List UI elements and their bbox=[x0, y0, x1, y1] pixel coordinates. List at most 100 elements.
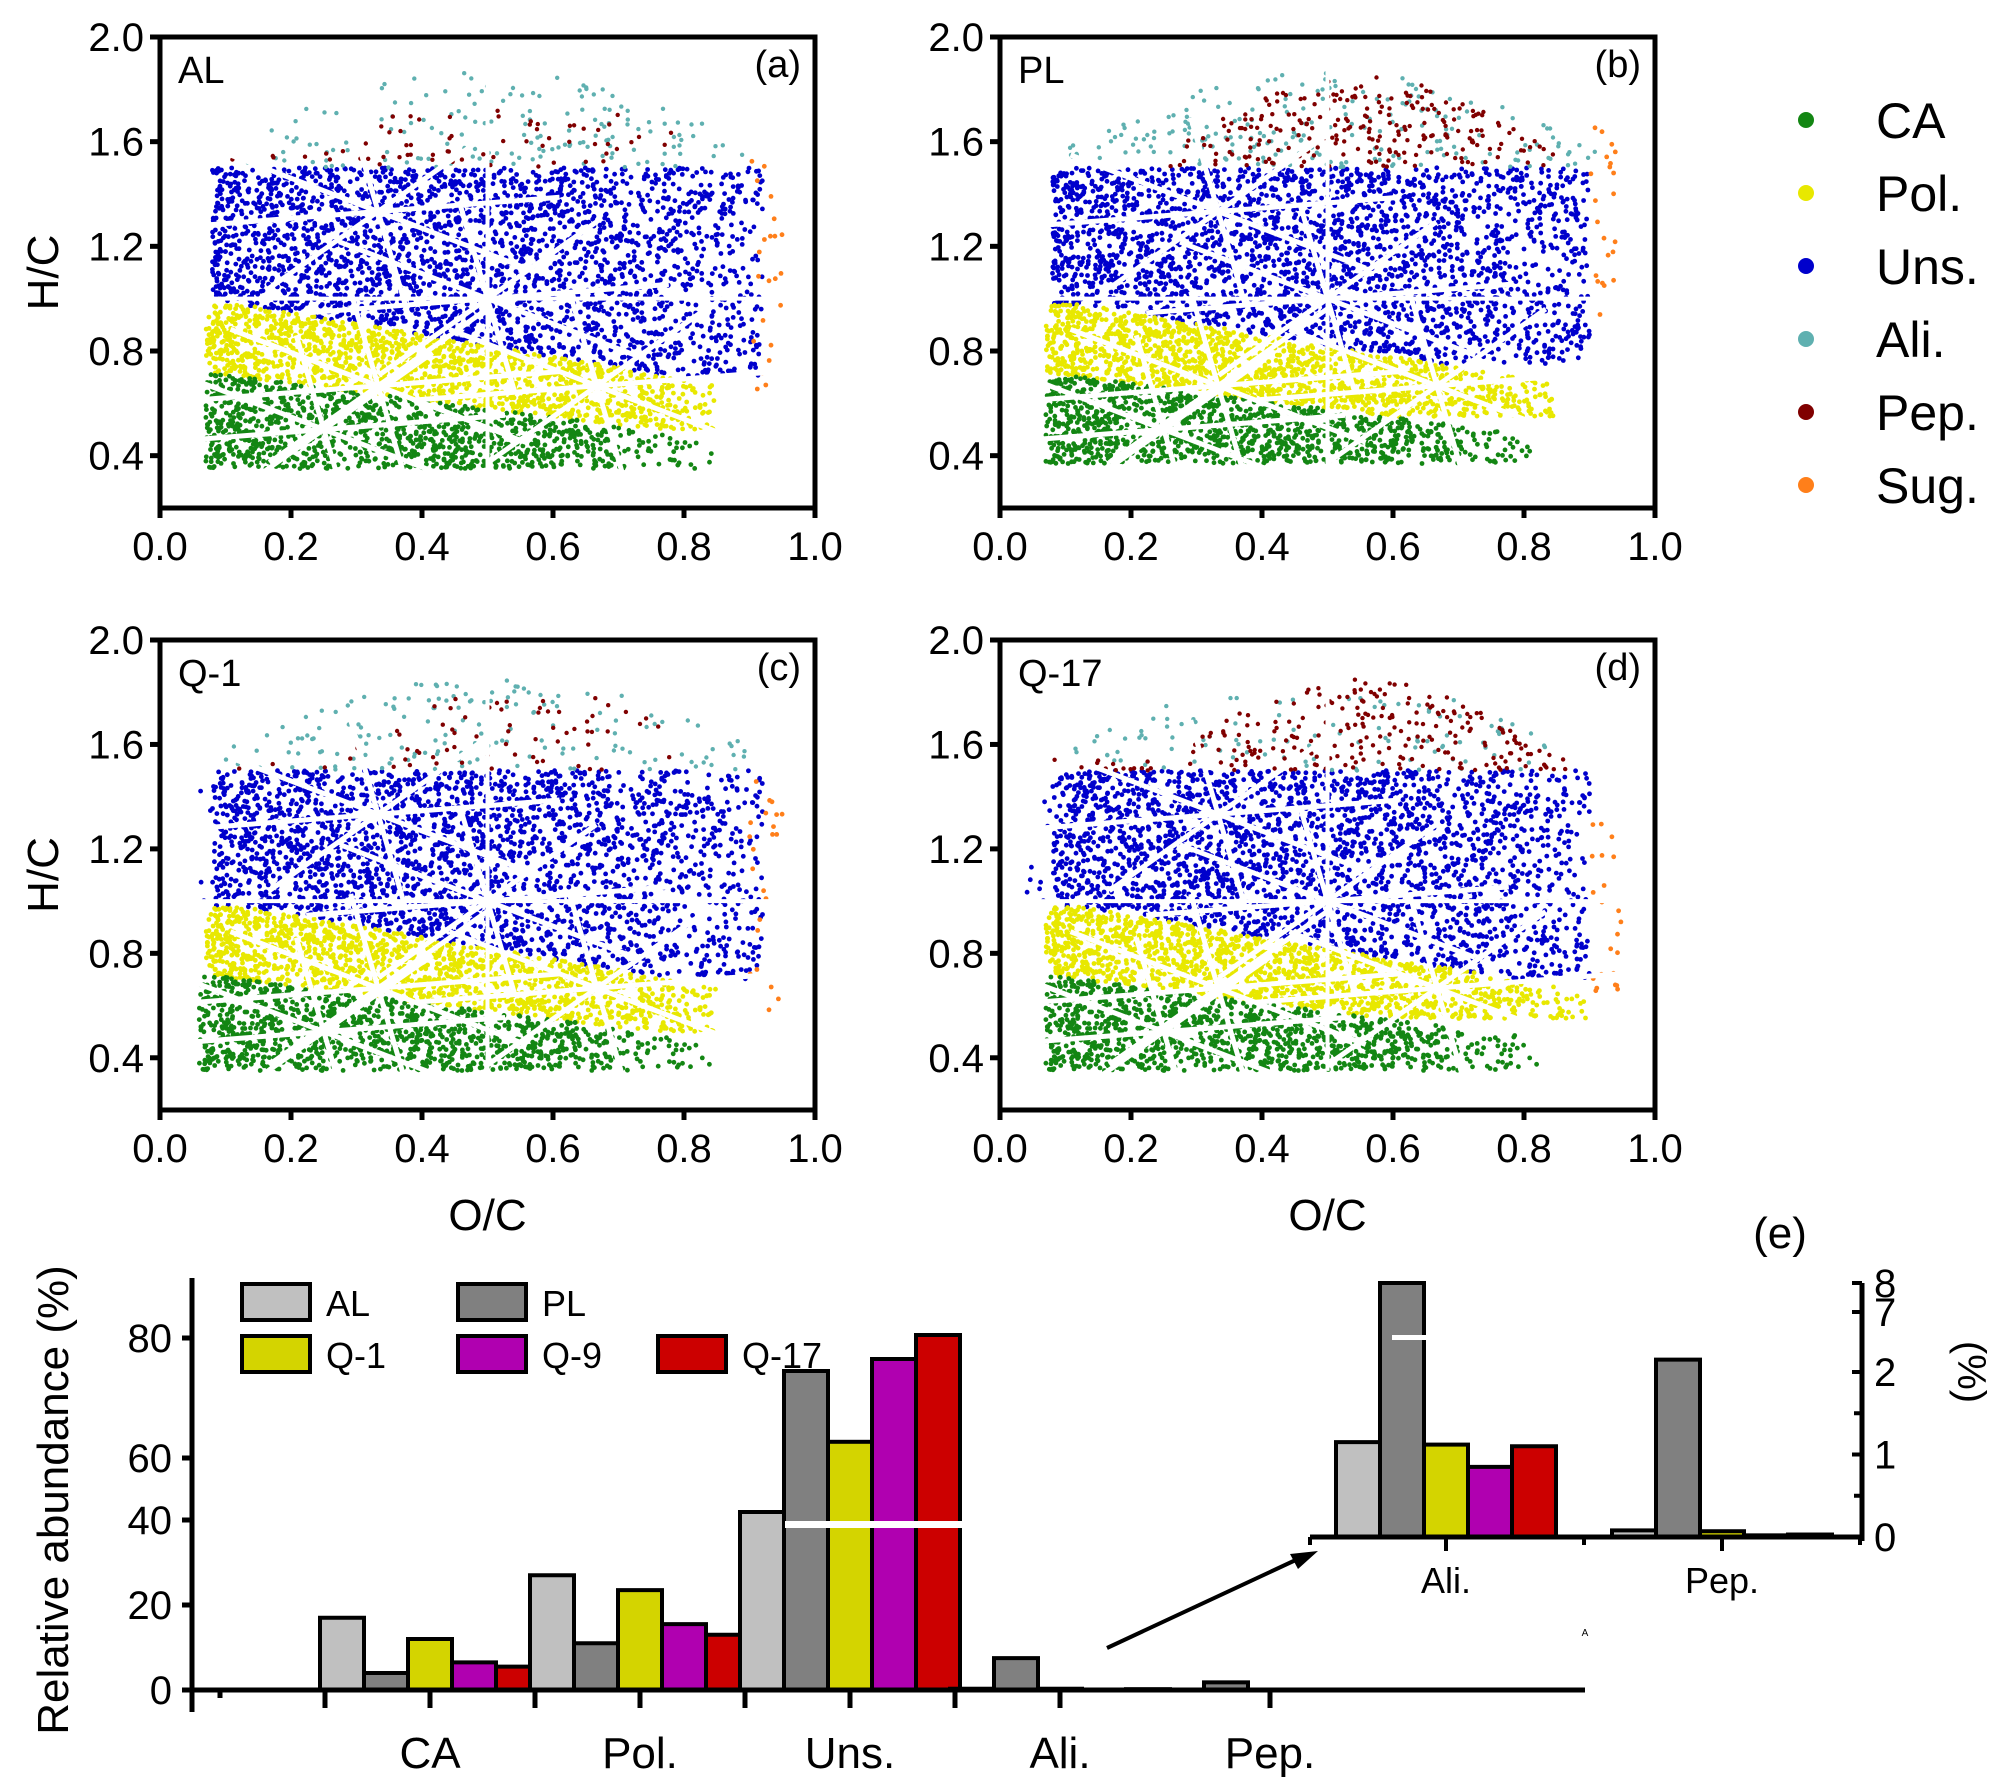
data-point bbox=[257, 383, 262, 388]
data-point bbox=[504, 309, 509, 314]
data-point bbox=[582, 204, 587, 209]
data-point bbox=[584, 173, 589, 178]
data-point bbox=[517, 464, 522, 469]
data-point bbox=[222, 328, 227, 333]
data-point bbox=[314, 291, 319, 296]
data-point bbox=[237, 246, 242, 251]
data-point bbox=[639, 198, 644, 203]
data-point bbox=[613, 201, 618, 206]
data-point bbox=[523, 423, 528, 428]
data-point bbox=[328, 352, 333, 357]
data-point bbox=[755, 333, 760, 338]
data-point bbox=[419, 412, 424, 417]
data-point bbox=[433, 317, 438, 322]
data-point bbox=[370, 315, 375, 320]
data-point bbox=[578, 240, 583, 245]
data-point bbox=[530, 238, 535, 243]
data-point bbox=[358, 280, 363, 285]
data-point bbox=[550, 239, 555, 244]
data-point bbox=[623, 389, 628, 394]
data-point bbox=[388, 232, 393, 237]
data-point bbox=[278, 380, 283, 385]
data-point bbox=[525, 325, 530, 330]
data-point bbox=[224, 343, 229, 348]
data-point bbox=[622, 303, 627, 308]
data-point bbox=[530, 464, 535, 469]
data-point bbox=[651, 356, 656, 361]
figure: 0.0 0.2 0.4 0.6 0.8 1.00.40.81.21.62.0AL (a)H/… bbox=[0, 0, 2008, 1783]
data-point bbox=[243, 418, 248, 423]
data-point bbox=[639, 319, 644, 324]
data-point bbox=[589, 435, 594, 440]
data-point bbox=[544, 243, 549, 248]
data-point bbox=[278, 359, 283, 364]
data-point bbox=[536, 307, 541, 312]
data-point bbox=[266, 248, 271, 253]
data-point bbox=[236, 358, 241, 363]
data-point bbox=[700, 277, 705, 282]
data-point bbox=[642, 209, 647, 214]
data-point bbox=[454, 168, 459, 173]
data-point bbox=[736, 348, 741, 353]
data-point bbox=[428, 246, 433, 251]
data-point bbox=[743, 350, 748, 355]
data-point bbox=[302, 226, 307, 231]
data-point bbox=[446, 214, 451, 219]
data-point bbox=[354, 453, 359, 458]
data-point bbox=[698, 405, 703, 410]
data-point bbox=[689, 462, 694, 467]
data-point bbox=[338, 292, 343, 297]
data-point bbox=[702, 360, 707, 365]
data-point bbox=[612, 172, 617, 177]
data-point bbox=[665, 386, 670, 391]
data-point bbox=[505, 328, 510, 333]
data-point bbox=[730, 200, 735, 205]
data-point bbox=[736, 310, 741, 315]
data-point bbox=[437, 424, 442, 429]
data-point bbox=[363, 240, 368, 245]
data-point bbox=[481, 188, 486, 193]
data-point bbox=[683, 256, 688, 261]
data-point bbox=[609, 203, 614, 208]
data-point bbox=[252, 385, 257, 390]
data-point bbox=[700, 370, 705, 375]
data-point bbox=[223, 305, 228, 310]
data-point bbox=[671, 449, 676, 454]
data-point bbox=[757, 187, 762, 192]
data-point bbox=[425, 322, 430, 327]
data-point bbox=[218, 320, 223, 325]
data-point bbox=[378, 339, 383, 344]
data-point bbox=[559, 305, 564, 310]
data-point bbox=[205, 390, 210, 395]
data-point bbox=[603, 188, 608, 193]
data-point bbox=[462, 344, 467, 349]
data-point bbox=[252, 317, 257, 322]
data-point bbox=[575, 260, 580, 265]
data-point bbox=[520, 238, 525, 243]
data-point bbox=[324, 273, 329, 278]
data-point bbox=[286, 222, 291, 227]
data-point bbox=[581, 418, 586, 423]
data-point bbox=[240, 198, 245, 203]
data-point bbox=[726, 322, 731, 327]
data-point bbox=[481, 356, 486, 361]
data-point bbox=[214, 216, 219, 221]
data-point bbox=[437, 179, 442, 184]
data-point bbox=[235, 277, 240, 282]
data-point bbox=[280, 264, 285, 269]
data-point bbox=[505, 421, 510, 426]
data-point bbox=[340, 320, 345, 325]
data-point bbox=[737, 190, 742, 195]
data-point bbox=[703, 402, 708, 407]
data-point bbox=[505, 458, 510, 463]
data-point bbox=[353, 446, 358, 451]
data-point bbox=[732, 269, 737, 274]
data-point bbox=[634, 362, 639, 367]
data-point bbox=[608, 188, 613, 193]
data-point bbox=[529, 306, 534, 311]
data-point bbox=[433, 271, 438, 276]
data-point bbox=[309, 415, 314, 420]
data-point bbox=[502, 183, 507, 188]
data-point bbox=[675, 440, 680, 445]
data-point bbox=[272, 223, 277, 228]
